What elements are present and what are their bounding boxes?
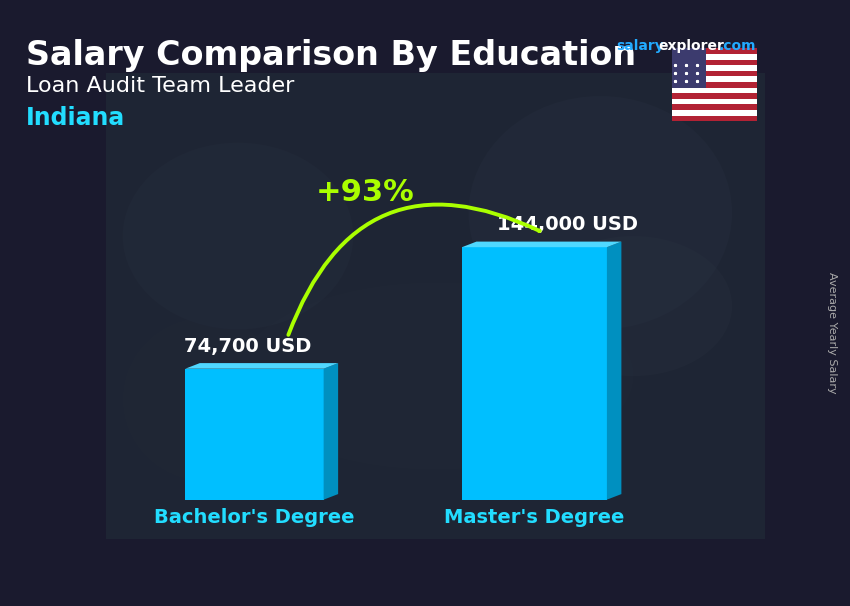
Bar (672, 76, 756, 82)
Text: Master's Degree: Master's Degree (445, 508, 625, 527)
Ellipse shape (238, 282, 633, 469)
Bar (672, 99, 756, 104)
Polygon shape (607, 242, 621, 500)
Text: Average Yearly Salary: Average Yearly Salary (827, 273, 837, 394)
Bar (672, 54, 756, 59)
Text: +93%: +93% (315, 178, 414, 207)
Polygon shape (185, 363, 338, 368)
Bar (672, 104, 756, 110)
Text: explorer: explorer (659, 39, 724, 53)
Polygon shape (324, 363, 338, 500)
Bar (672, 116, 756, 121)
Text: Indiana: Indiana (26, 106, 125, 130)
Bar (672, 65, 756, 71)
Text: .com: .com (718, 39, 756, 53)
Bar (672, 48, 705, 88)
Text: salary: salary (616, 39, 664, 53)
Text: Loan Audit Team Leader: Loan Audit Team Leader (26, 76, 294, 96)
Bar (672, 110, 756, 116)
Polygon shape (185, 368, 324, 500)
Polygon shape (462, 242, 621, 247)
FancyArrowPatch shape (288, 205, 540, 335)
Ellipse shape (535, 236, 732, 376)
Bar (672, 48, 756, 54)
Bar (672, 93, 756, 99)
Polygon shape (462, 247, 607, 500)
Bar (672, 88, 756, 93)
Bar (672, 59, 756, 65)
Bar (672, 71, 756, 76)
Text: 144,000 USD: 144,000 USD (497, 215, 638, 234)
Bar (672, 82, 756, 88)
Text: 74,700 USD: 74,700 USD (184, 337, 312, 356)
Ellipse shape (468, 96, 732, 330)
Ellipse shape (122, 142, 354, 329)
Text: Salary Comparison By Education: Salary Comparison By Education (26, 39, 636, 72)
Text: Bachelor's Degree: Bachelor's Degree (154, 508, 354, 527)
Ellipse shape (122, 318, 287, 481)
